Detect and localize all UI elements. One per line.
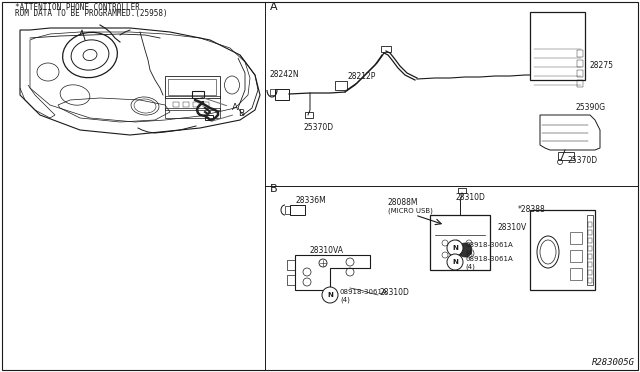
Bar bbox=[305, 112, 313, 118]
Bar bbox=[577, 80, 583, 87]
Bar bbox=[530, 12, 585, 80]
Bar bbox=[165, 108, 220, 118]
Text: 25370D: 25370D bbox=[303, 123, 333, 132]
Bar bbox=[530, 210, 595, 290]
Bar bbox=[275, 89, 289, 100]
Text: 28310VA: 28310VA bbox=[310, 246, 344, 255]
Circle shape bbox=[322, 287, 338, 303]
Bar bbox=[192, 91, 204, 98]
Text: 25370D: 25370D bbox=[568, 156, 598, 165]
Bar bbox=[588, 230, 592, 235]
Bar bbox=[205, 115, 213, 120]
Bar bbox=[458, 188, 466, 193]
Text: 28310V: 28310V bbox=[497, 223, 526, 232]
Bar bbox=[287, 260, 295, 270]
Circle shape bbox=[447, 254, 463, 270]
Text: 28212P: 28212P bbox=[347, 72, 376, 81]
Text: 28275: 28275 bbox=[590, 61, 614, 70]
Bar bbox=[588, 262, 592, 267]
Bar bbox=[588, 246, 592, 251]
Text: *28388: *28388 bbox=[518, 205, 546, 214]
Bar bbox=[173, 102, 179, 107]
Bar bbox=[588, 270, 592, 275]
Bar bbox=[588, 278, 592, 283]
Bar bbox=[558, 152, 574, 160]
Text: (4): (4) bbox=[340, 297, 350, 303]
Bar bbox=[287, 275, 295, 285]
Bar bbox=[193, 102, 199, 107]
Bar bbox=[290, 205, 305, 215]
Text: 28088M: 28088M bbox=[388, 198, 419, 207]
Text: 08918-3061A: 08918-3061A bbox=[465, 256, 513, 262]
Text: N: N bbox=[452, 245, 458, 251]
Text: 08918-3061A: 08918-3061A bbox=[465, 242, 513, 248]
Bar bbox=[381, 46, 391, 52]
Bar bbox=[570, 268, 582, 280]
Text: A: A bbox=[270, 2, 278, 12]
Bar bbox=[165, 76, 220, 98]
Bar bbox=[430, 215, 490, 270]
Bar bbox=[588, 222, 592, 227]
Bar bbox=[577, 50, 583, 57]
Bar bbox=[587, 215, 593, 285]
Circle shape bbox=[447, 240, 463, 256]
Text: B: B bbox=[270, 184, 278, 194]
Text: 28336M: 28336M bbox=[295, 196, 326, 205]
Text: A: A bbox=[200, 97, 238, 112]
Text: (4): (4) bbox=[465, 250, 475, 256]
Text: 28242N: 28242N bbox=[270, 70, 300, 79]
Bar bbox=[570, 250, 582, 262]
Text: 08918-3061A: 08918-3061A bbox=[340, 289, 388, 295]
Bar bbox=[165, 96, 220, 110]
Text: N: N bbox=[327, 292, 333, 298]
Bar bbox=[183, 102, 189, 107]
Bar bbox=[577, 60, 583, 67]
Bar bbox=[577, 70, 583, 77]
Bar bbox=[588, 254, 592, 259]
Bar bbox=[203, 102, 209, 107]
Text: B: B bbox=[212, 109, 244, 121]
Text: 28310D: 28310D bbox=[380, 288, 410, 297]
Text: 28310D: 28310D bbox=[455, 193, 485, 202]
Bar bbox=[270, 89, 275, 95]
Bar bbox=[168, 79, 216, 95]
Bar bbox=[588, 238, 592, 243]
Text: R283005G: R283005G bbox=[592, 358, 635, 367]
Text: ROM DATA TO BE PROGRAMMED.(25958): ROM DATA TO BE PROGRAMMED.(25958) bbox=[15, 9, 168, 18]
Bar bbox=[570, 232, 582, 244]
Bar bbox=[335, 81, 347, 90]
Text: 25390G: 25390G bbox=[575, 103, 605, 112]
Circle shape bbox=[458, 243, 472, 257]
Text: (MICRO USB): (MICRO USB) bbox=[388, 207, 433, 214]
Text: N: N bbox=[452, 259, 458, 265]
Text: (4): (4) bbox=[465, 264, 475, 270]
Bar bbox=[285, 206, 290, 214]
Text: *ATTENTION PHONE CONTROLLER: *ATTENTION PHONE CONTROLLER bbox=[15, 3, 140, 12]
